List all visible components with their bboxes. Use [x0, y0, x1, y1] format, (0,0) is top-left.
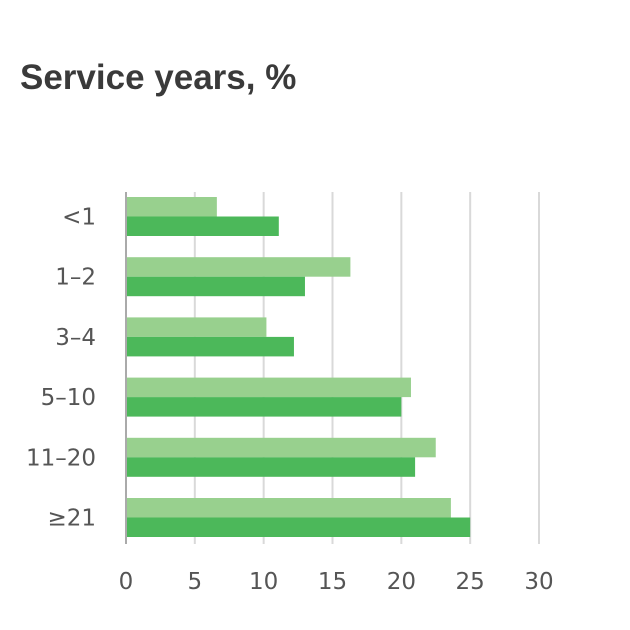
bar	[126, 197, 217, 217]
bar	[126, 257, 351, 277]
bar	[126, 276, 305, 297]
x-tick-label: 30	[524, 569, 553, 595]
category-label: 1–2	[55, 265, 96, 291]
x-tick-label: 25	[456, 569, 485, 595]
chart-title: Service years, %	[20, 58, 297, 97]
category-label: <1	[62, 205, 96, 231]
bar	[126, 517, 471, 537]
x-tick-label: 0	[119, 569, 134, 595]
x-tick-label: 10	[249, 569, 278, 595]
x-tick-label: 5	[188, 569, 203, 595]
category-label: 3–4	[55, 325, 96, 351]
bar	[126, 437, 436, 458]
bar	[126, 498, 451, 518]
bar	[126, 377, 411, 398]
bar	[126, 457, 416, 477]
x-tick-label: 15	[318, 569, 347, 595]
bar	[126, 336, 294, 357]
category-label: 11–20	[26, 445, 96, 471]
category-label: 5–10	[41, 385, 96, 411]
category-label: ≥21	[47, 506, 96, 532]
bar	[126, 397, 402, 417]
x-tick-label: 20	[387, 569, 416, 595]
bar	[126, 317, 267, 337]
bar	[126, 216, 279, 236]
